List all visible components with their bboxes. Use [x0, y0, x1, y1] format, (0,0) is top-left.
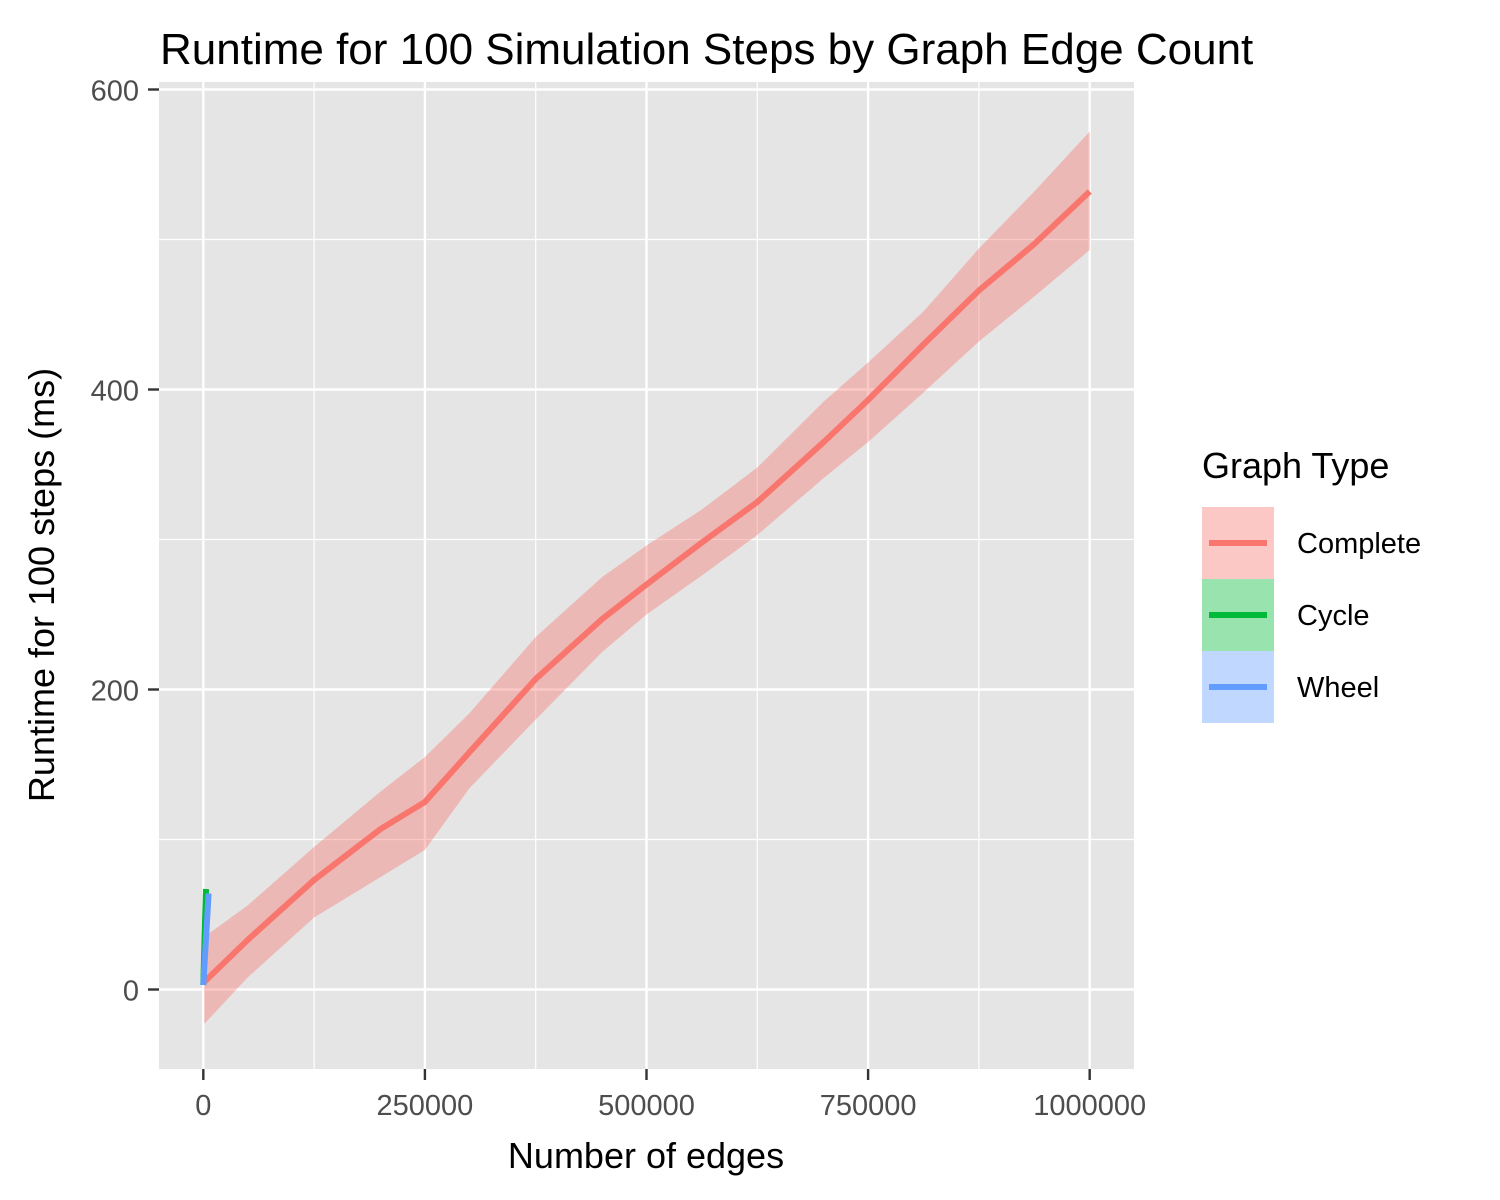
line-wheel: [200, 893, 212, 986]
legend-label-complete: Complete: [1297, 528, 1421, 560]
y-axis-label: Runtime for 100 steps (ms): [21, 368, 62, 802]
legend-label-wheel: Wheel: [1297, 672, 1379, 704]
x-tick-label: 750000: [820, 1090, 917, 1122]
series-lines: [200, 189, 1092, 986]
x-axis: 0 250000 500000 750000 1000000: [195, 1069, 1146, 1122]
grid-major: [159, 82, 1134, 1069]
legend-title: Graph Type: [1202, 445, 1389, 486]
x-tick-label: 250000: [377, 1090, 474, 1122]
y-tick-label: 200: [91, 676, 139, 708]
x-tick-label: 500000: [598, 1090, 695, 1122]
y-tick-label: 600: [91, 76, 139, 108]
legend: Graph Type Complete Cycle Wheel: [1202, 445, 1421, 723]
chart-title: Runtime for 100 Simulation Steps by Grap…: [160, 25, 1253, 74]
line-complete: [202, 189, 1092, 985]
x-axis-label: Number of edges: [508, 1135, 784, 1176]
x-tick-label: 0: [195, 1090, 211, 1122]
legend-label-cycle: Cycle: [1297, 600, 1370, 632]
y-tick-label: 400: [91, 376, 139, 408]
x-tick-label: 1000000: [1033, 1090, 1146, 1122]
y-axis: 0 200 400 600: [91, 76, 159, 1008]
y-tick-label: 0: [123, 976, 139, 1008]
